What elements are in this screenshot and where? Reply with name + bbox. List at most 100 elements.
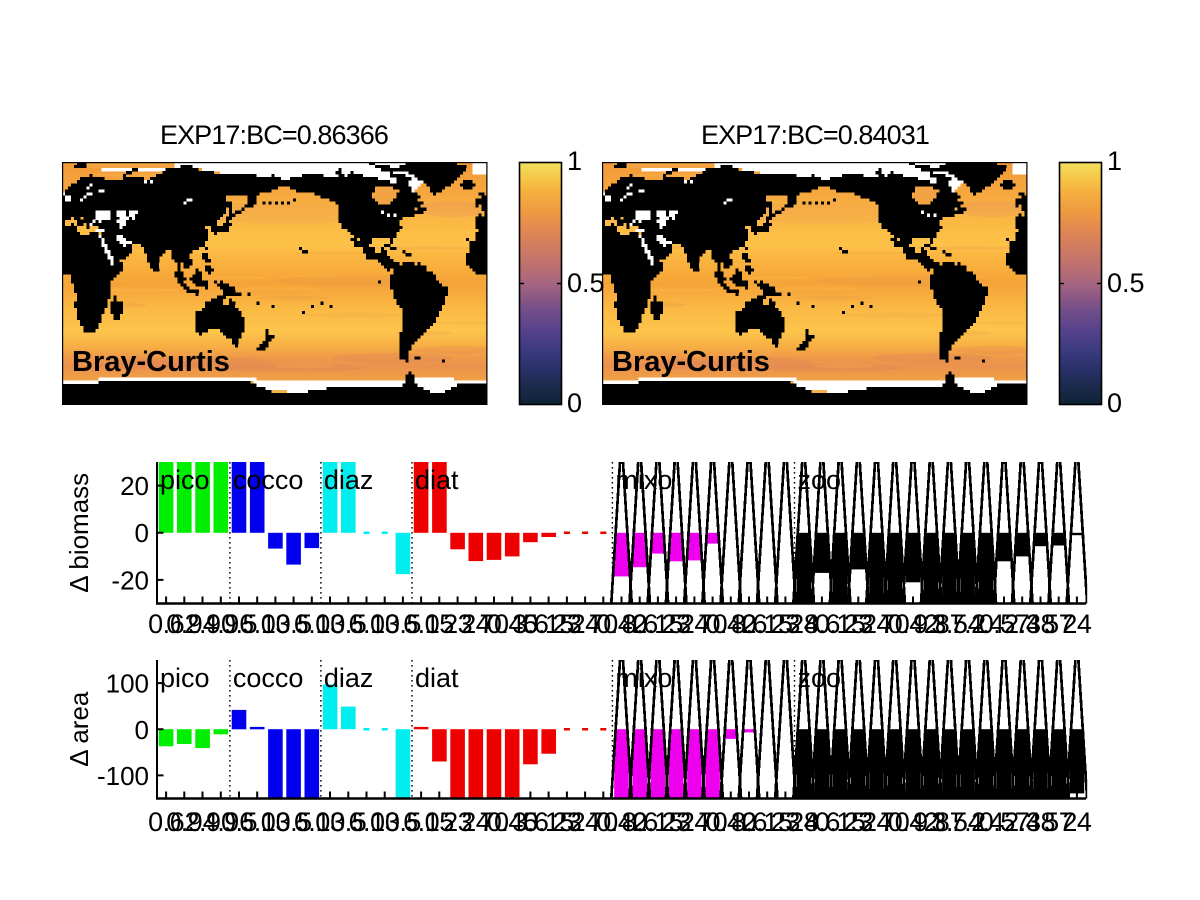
svg-text:pico: pico (160, 663, 210, 693)
svg-text:24: 24 (571, 609, 601, 639)
svg-text:70: 70 (589, 807, 618, 837)
svg-text:23: 23 (443, 609, 472, 639)
svg-text:Δ biomass: Δ biomass (64, 473, 94, 593)
svg-text:pico: pico (160, 465, 210, 495)
svg-text:13: 13 (370, 609, 399, 639)
svg-text:EXP17:BC=0.86366: EXP17:BC=0.86366 (160, 120, 388, 150)
svg-text:0.15: 0.15 (815, 807, 866, 837)
svg-text:Δ area: Δ area (64, 691, 94, 767)
svg-text:23: 23 (443, 807, 472, 837)
svg-text:24: 24 (680, 609, 710, 639)
svg-text:23: 23 (662, 807, 691, 837)
svg-text:3.5: 3.5 (931, 807, 967, 837)
svg-text:8.6: 8.6 (622, 807, 658, 837)
svg-text:6.0: 6.0 (294, 807, 330, 837)
svg-text:70: 70 (589, 609, 618, 639)
svg-text:0.42: 0.42 (596, 807, 647, 837)
svg-text:9.8: 9.8 (913, 609, 949, 639)
svg-text:6.0: 6.0 (403, 807, 439, 837)
svg-text:13: 13 (315, 609, 344, 639)
svg-text:6.0: 6.0 (403, 609, 439, 639)
svg-text:70: 70 (698, 609, 727, 639)
svg-text:23: 23 (552, 807, 581, 837)
svg-text:3.6: 3.6 (512, 609, 548, 639)
svg-text:0.5: 0.5 (385, 609, 421, 639)
svg-text:4.9: 4.9 (203, 609, 239, 639)
svg-text:0.57: 0.57 (979, 609, 1030, 639)
svg-text:0.45: 0.45 (487, 807, 538, 837)
svg-text:0.45: 0.45 (487, 609, 538, 639)
svg-text:0: 0 (135, 715, 149, 745)
svg-text:0.42: 0.42 (706, 807, 757, 837)
svg-text:6.0: 6.0 (294, 609, 330, 639)
svg-text:0.9: 0.9 (166, 807, 202, 837)
svg-text:70: 70 (479, 609, 508, 639)
svg-text:6.0: 6.0 (348, 807, 384, 837)
svg-text:3.5: 3.5 (931, 609, 967, 639)
svg-text:0: 0 (135, 518, 149, 548)
svg-text:0.42: 0.42 (596, 609, 647, 639)
svg-text:24: 24 (862, 609, 892, 639)
svg-text:13: 13 (261, 609, 290, 639)
svg-text:cocco: cocco (233, 465, 304, 495)
svg-text:38: 38 (1026, 609, 1055, 639)
svg-text:24: 24 (571, 807, 601, 837)
svg-text:23: 23 (771, 807, 800, 837)
svg-text:8.6: 8.6 (804, 609, 840, 639)
svg-text:100: 100 (106, 669, 149, 699)
svg-text:0.5: 0.5 (276, 609, 312, 639)
svg-text:20: 20 (120, 471, 149, 501)
svg-text:13: 13 (315, 807, 344, 837)
svg-text:24: 24 (461, 807, 491, 837)
svg-text:0.15: 0.15 (742, 807, 793, 837)
svg-text:diaz: diaz (324, 663, 374, 693)
svg-text:8.6: 8.6 (804, 807, 840, 837)
svg-text:0.5: 0.5 (330, 807, 366, 837)
svg-text:24: 24 (789, 609, 819, 639)
svg-text:3.6: 3.6 (512, 807, 548, 837)
svg-text:23: 23 (771, 609, 800, 639)
svg-text:23: 23 (844, 609, 873, 639)
svg-text:0.15: 0.15 (815, 609, 866, 639)
svg-text:70: 70 (479, 807, 508, 837)
svg-text:0.15: 0.15 (742, 609, 793, 639)
svg-text:0.15: 0.15 (523, 609, 574, 639)
svg-text:EXP17:BC=0.84031: EXP17:BC=0.84031 (701, 120, 929, 150)
svg-text:70: 70 (880, 609, 909, 639)
svg-text:4.4: 4.4 (968, 609, 1005, 639)
svg-text:4.4: 4.4 (968, 807, 1005, 837)
svg-text:0.57: 0.57 (979, 807, 1030, 837)
svg-text:70: 70 (880, 807, 909, 837)
svg-text:23: 23 (844, 807, 873, 837)
svg-text:1: 1 (1107, 146, 1122, 176)
svg-text:diaz: diaz (324, 465, 374, 495)
svg-text:24: 24 (862, 807, 892, 837)
svg-text:7.2: 7.2 (950, 609, 986, 639)
svg-text:2.9: 2.9 (184, 609, 220, 639)
svg-text:6.0: 6.0 (348, 609, 384, 639)
svg-text:0.5: 0.5 (330, 609, 366, 639)
svg-text:0.6: 0.6 (148, 807, 184, 837)
svg-text:24: 24 (1062, 807, 1092, 837)
svg-text:24: 24 (1062, 609, 1092, 639)
svg-text:8.6: 8.6 (622, 609, 658, 639)
svg-text:cocco: cocco (233, 663, 304, 693)
svg-text:0.15: 0.15 (523, 807, 574, 837)
svg-text:2.4: 2.4 (1004, 807, 1041, 837)
svg-text:57: 57 (1044, 807, 1073, 837)
svg-text:8.6: 8.6 (731, 807, 767, 837)
svg-text:15: 15 (425, 609, 454, 639)
svg-text:0.5: 0.5 (276, 807, 312, 837)
svg-text:diat: diat (415, 663, 459, 693)
svg-text:24: 24 (461, 609, 491, 639)
svg-text:diat: diat (415, 465, 459, 495)
svg-text:0.5: 0.5 (221, 807, 257, 837)
svg-text:4.9: 4.9 (203, 807, 239, 837)
svg-text:23: 23 (662, 609, 691, 639)
svg-text:-20: -20 (111, 565, 149, 595)
svg-text:0: 0 (567, 388, 582, 418)
svg-text:8.6: 8.6 (731, 609, 767, 639)
svg-text:0.5: 0.5 (1107, 268, 1145, 298)
svg-text:0.15: 0.15 (633, 609, 684, 639)
svg-text:0.42: 0.42 (888, 609, 939, 639)
